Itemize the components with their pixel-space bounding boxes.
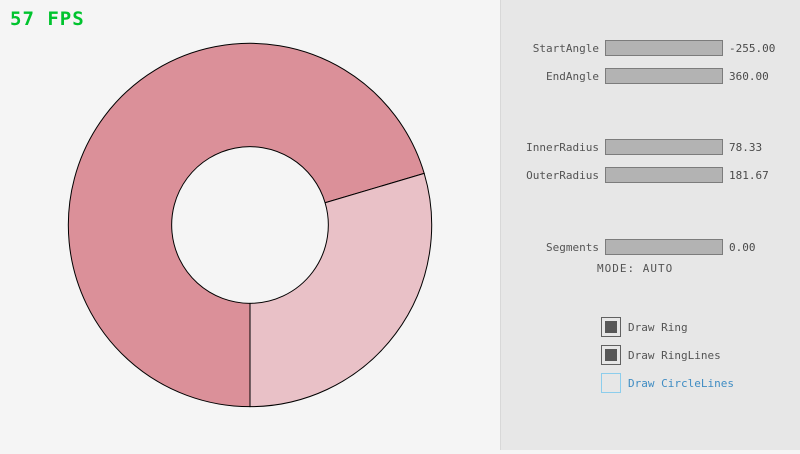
ring-sector-light: [249, 172, 433, 408]
draw-ring-checkbox-label: Draw Ring: [628, 320, 688, 334]
startangle-slider[interactable]: [605, 40, 723, 56]
draw-circlelines-checkbox-label: Draw CircleLines: [628, 376, 734, 390]
startangle-slider-label: StartAngle: [532, 41, 599, 55]
draw-circlelines-checkbox-row: Draw CircleLines: [601, 373, 734, 393]
segments-mode-text: MODE: AUTO: [597, 262, 674, 275]
segments-slider-row: Segments 0.00: [501, 239, 800, 255]
outerradius-slider-row: OuterRadius 181.67: [501, 167, 800, 183]
segments-slider-value: 0.00: [729, 240, 756, 254]
draw-ring-checkbox[interactable]: [601, 317, 621, 337]
checkbox-check-mark: [605, 321, 617, 333]
draw-ringlines-checkbox[interactable]: [601, 345, 621, 365]
checkbox-check-mark: [605, 349, 617, 361]
fps-counter: 57 FPS: [10, 8, 85, 30]
controls-panel: StartAngle -255.00 EndAngle 360.00 Inner…: [500, 0, 800, 450]
ring-sector-dark: [67, 42, 425, 408]
draw-circlelines-checkbox[interactable]: [601, 373, 621, 393]
outerradius-slider-value: 181.67: [729, 168, 769, 182]
innerradius-slider-value: 78.33: [729, 140, 763, 154]
ring-canvas: [67, 42, 433, 408]
outerradius-slider-label: OuterRadius: [526, 168, 599, 182]
startangle-slider-value: -255.00: [729, 41, 776, 55]
draw-ringlines-checkbox-label: Draw RingLines: [628, 348, 721, 362]
segments-slider[interactable]: [605, 239, 723, 255]
draw-ringlines-checkbox-row: Draw RingLines: [601, 345, 721, 365]
endangle-slider-row: EndAngle 360.00: [501, 68, 800, 84]
segments-slider-label: Segments: [546, 240, 599, 254]
outerradius-slider[interactable]: [605, 167, 723, 183]
endangle-slider[interactable]: [605, 68, 723, 84]
draw-ring-checkbox-row: Draw Ring: [601, 317, 688, 337]
draw-canvas: 57 FPS: [10, 8, 433, 408]
endangle-slider-value: 360.00: [729, 69, 769, 83]
innerradius-slider[interactable]: [605, 139, 723, 155]
innerradius-slider-row: InnerRadius 78.33: [501, 139, 800, 155]
innerradius-slider-label: InnerRadius: [526, 140, 599, 154]
endangle-slider-label: EndAngle: [546, 69, 599, 83]
startangle-slider-row: StartAngle -255.00: [501, 40, 800, 56]
